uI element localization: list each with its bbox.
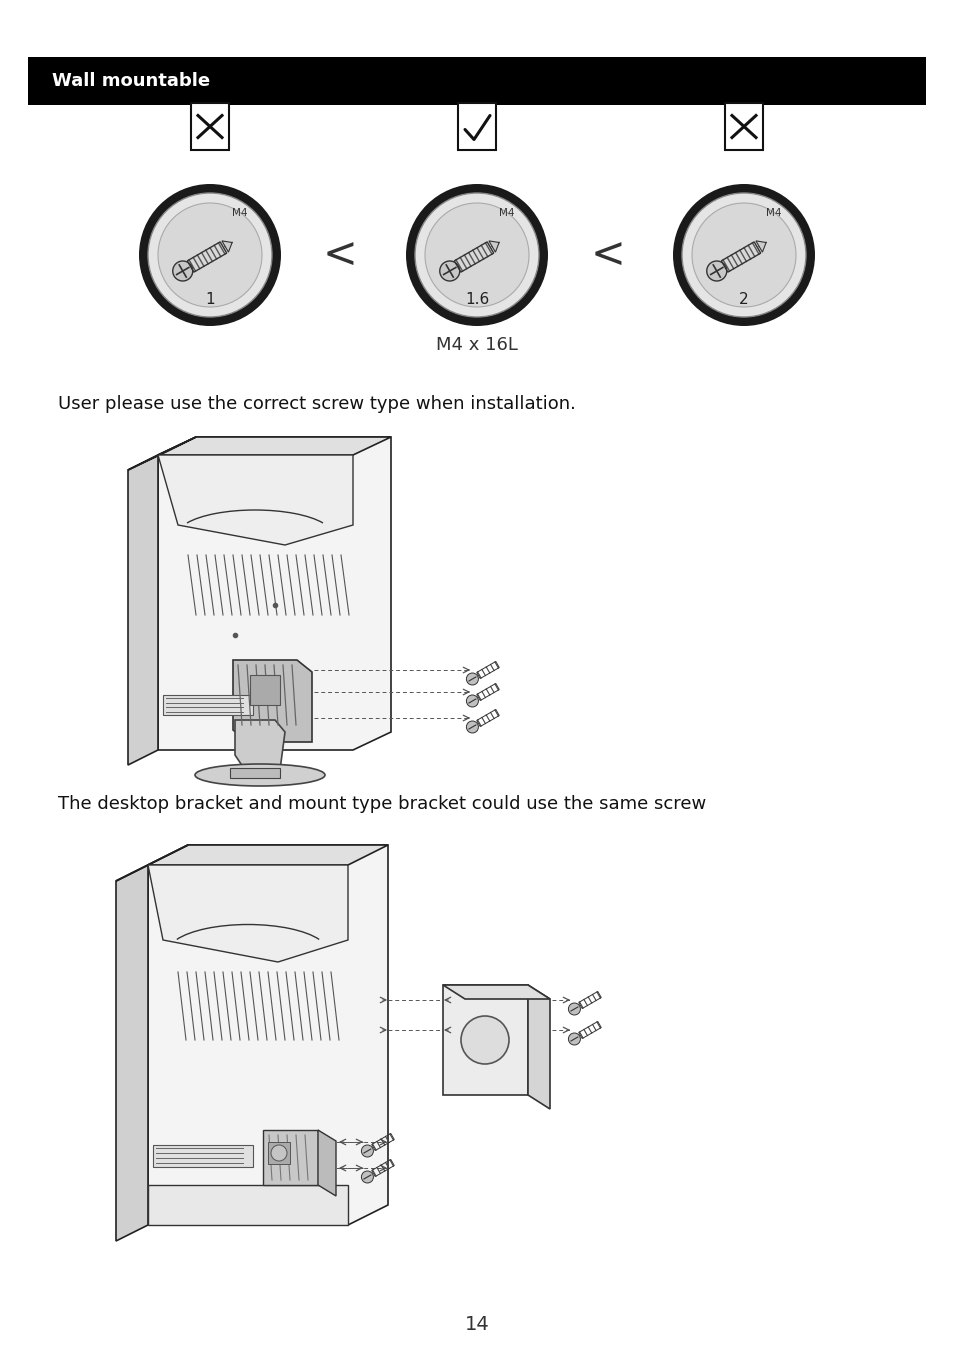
- Polygon shape: [148, 845, 388, 865]
- Text: <: <: [322, 234, 357, 276]
- Polygon shape: [158, 437, 391, 750]
- Text: 1.6: 1.6: [464, 292, 489, 307]
- Circle shape: [691, 203, 795, 307]
- Polygon shape: [263, 1130, 317, 1184]
- Polygon shape: [148, 865, 348, 963]
- Polygon shape: [116, 865, 148, 1241]
- Circle shape: [706, 261, 726, 281]
- Circle shape: [361, 1171, 373, 1183]
- Circle shape: [415, 193, 538, 316]
- Bar: [250, 675, 280, 704]
- Polygon shape: [489, 241, 498, 251]
- Circle shape: [139, 184, 281, 326]
- Text: 14: 14: [464, 1315, 489, 1334]
- Text: User please use the correct screw type when installation.: User please use the correct screw type w…: [58, 395, 576, 412]
- Bar: [28, 57, 925, 105]
- Polygon shape: [442, 986, 550, 999]
- Bar: [268, 1142, 290, 1164]
- Text: 2: 2: [739, 292, 748, 307]
- Polygon shape: [317, 1130, 335, 1197]
- Polygon shape: [148, 845, 388, 1225]
- Text: <: <: [590, 234, 625, 276]
- Text: Wall mountable: Wall mountable: [52, 72, 210, 91]
- Text: M4 x 16L: M4 x 16L: [436, 337, 517, 354]
- Circle shape: [271, 1145, 287, 1161]
- Text: M4: M4: [232, 208, 247, 218]
- Polygon shape: [116, 845, 188, 882]
- Bar: [724, 103, 762, 150]
- Text: The desktop bracket and mount type bracket could use the same screw: The desktop bracket and mount type brack…: [58, 795, 705, 813]
- Circle shape: [148, 193, 272, 316]
- Polygon shape: [158, 456, 353, 545]
- Polygon shape: [527, 986, 550, 1109]
- Ellipse shape: [194, 764, 325, 786]
- Circle shape: [361, 1145, 373, 1157]
- Polygon shape: [222, 241, 232, 251]
- Text: 1: 1: [205, 292, 214, 307]
- Text: M4: M4: [498, 208, 514, 218]
- Circle shape: [672, 184, 814, 326]
- Circle shape: [439, 261, 459, 281]
- Bar: [457, 103, 496, 150]
- Circle shape: [681, 193, 805, 316]
- Bar: [152, 1145, 253, 1167]
- Circle shape: [466, 673, 477, 685]
- Bar: [148, 1184, 348, 1225]
- Polygon shape: [158, 437, 391, 456]
- Circle shape: [466, 721, 477, 733]
- Circle shape: [568, 1033, 579, 1045]
- Circle shape: [460, 1015, 509, 1064]
- Circle shape: [568, 1003, 579, 1015]
- Circle shape: [158, 203, 262, 307]
- Circle shape: [424, 203, 529, 307]
- Polygon shape: [442, 986, 527, 1095]
- Bar: [191, 103, 229, 150]
- Circle shape: [466, 695, 477, 707]
- Polygon shape: [755, 241, 765, 251]
- Polygon shape: [128, 456, 158, 765]
- Circle shape: [172, 261, 193, 281]
- Polygon shape: [128, 437, 195, 470]
- Bar: [163, 695, 253, 715]
- Text: M4: M4: [765, 208, 781, 218]
- Polygon shape: [233, 660, 312, 742]
- Circle shape: [406, 184, 547, 326]
- Bar: [230, 768, 280, 777]
- Polygon shape: [234, 721, 285, 771]
